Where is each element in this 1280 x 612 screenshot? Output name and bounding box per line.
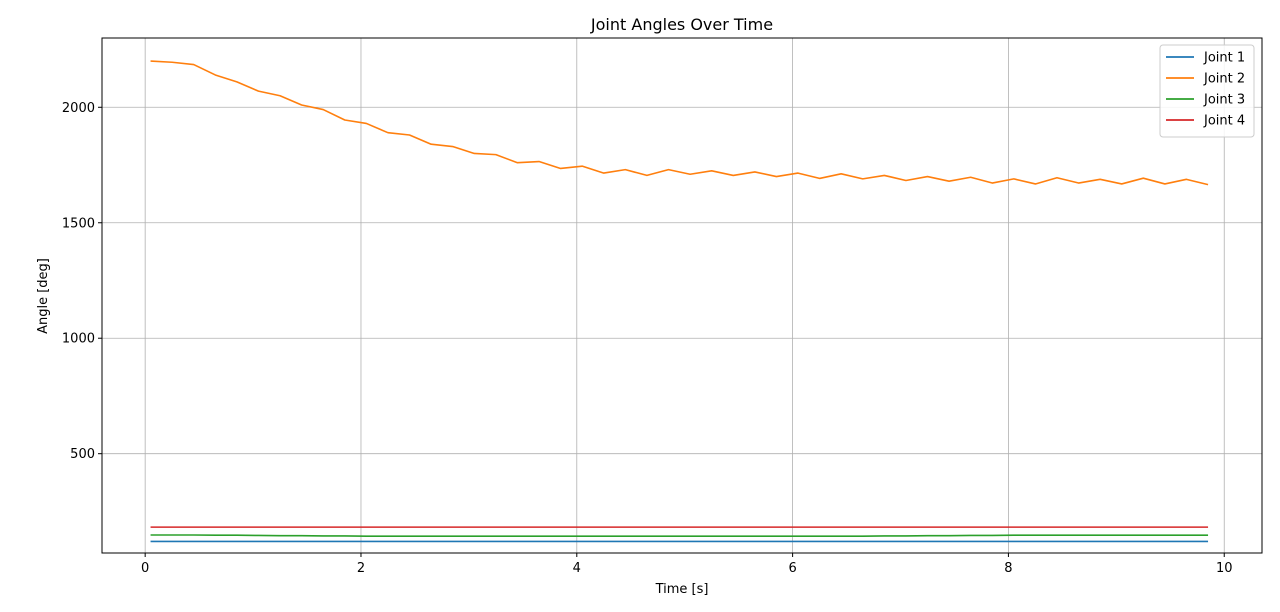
x-tick-label: 8	[1004, 561, 1012, 576]
legend-box	[1159, 44, 1255, 138]
legend-label-joint-2: Joint 2	[1203, 72, 1245, 87]
x-tick-label: 0	[141, 561, 149, 576]
y-tick-label: 500	[70, 447, 95, 462]
plot-frame	[101, 37, 1263, 554]
series-line-joint-2	[150, 60, 1209, 186]
x-tick-label: 6	[788, 561, 796, 576]
legend-label-joint-3: Joint 3	[1203, 93, 1245, 108]
y-tick-label: 2000	[62, 101, 95, 116]
legend-label-joint-4: Joint 4	[1203, 114, 1245, 129]
legend-label-joint-1: Joint 1	[1203, 51, 1245, 66]
y-tick-label: 1000	[62, 332, 95, 347]
x-tick-label: 4	[573, 561, 581, 576]
y-tick-label: 1500	[62, 216, 95, 231]
axis-ticks: 0 2 4 6 8 10 500 1000 1500 2000	[62, 101, 1233, 576]
legend: Joint 1 Joint 2 Joint 3 Joint 4	[1159, 44, 1255, 138]
series-line-joint-3	[150, 534, 1209, 537]
chart-title: Joint Angles Over Time	[590, 15, 773, 34]
series-lines	[150, 60, 1209, 543]
y-axis-label: Angle [deg]	[36, 258, 51, 334]
x-tick-label: 2	[357, 561, 365, 576]
x-axis-label: Time [s]	[655, 582, 709, 597]
x-tick-label: 10	[1216, 561, 1233, 576]
